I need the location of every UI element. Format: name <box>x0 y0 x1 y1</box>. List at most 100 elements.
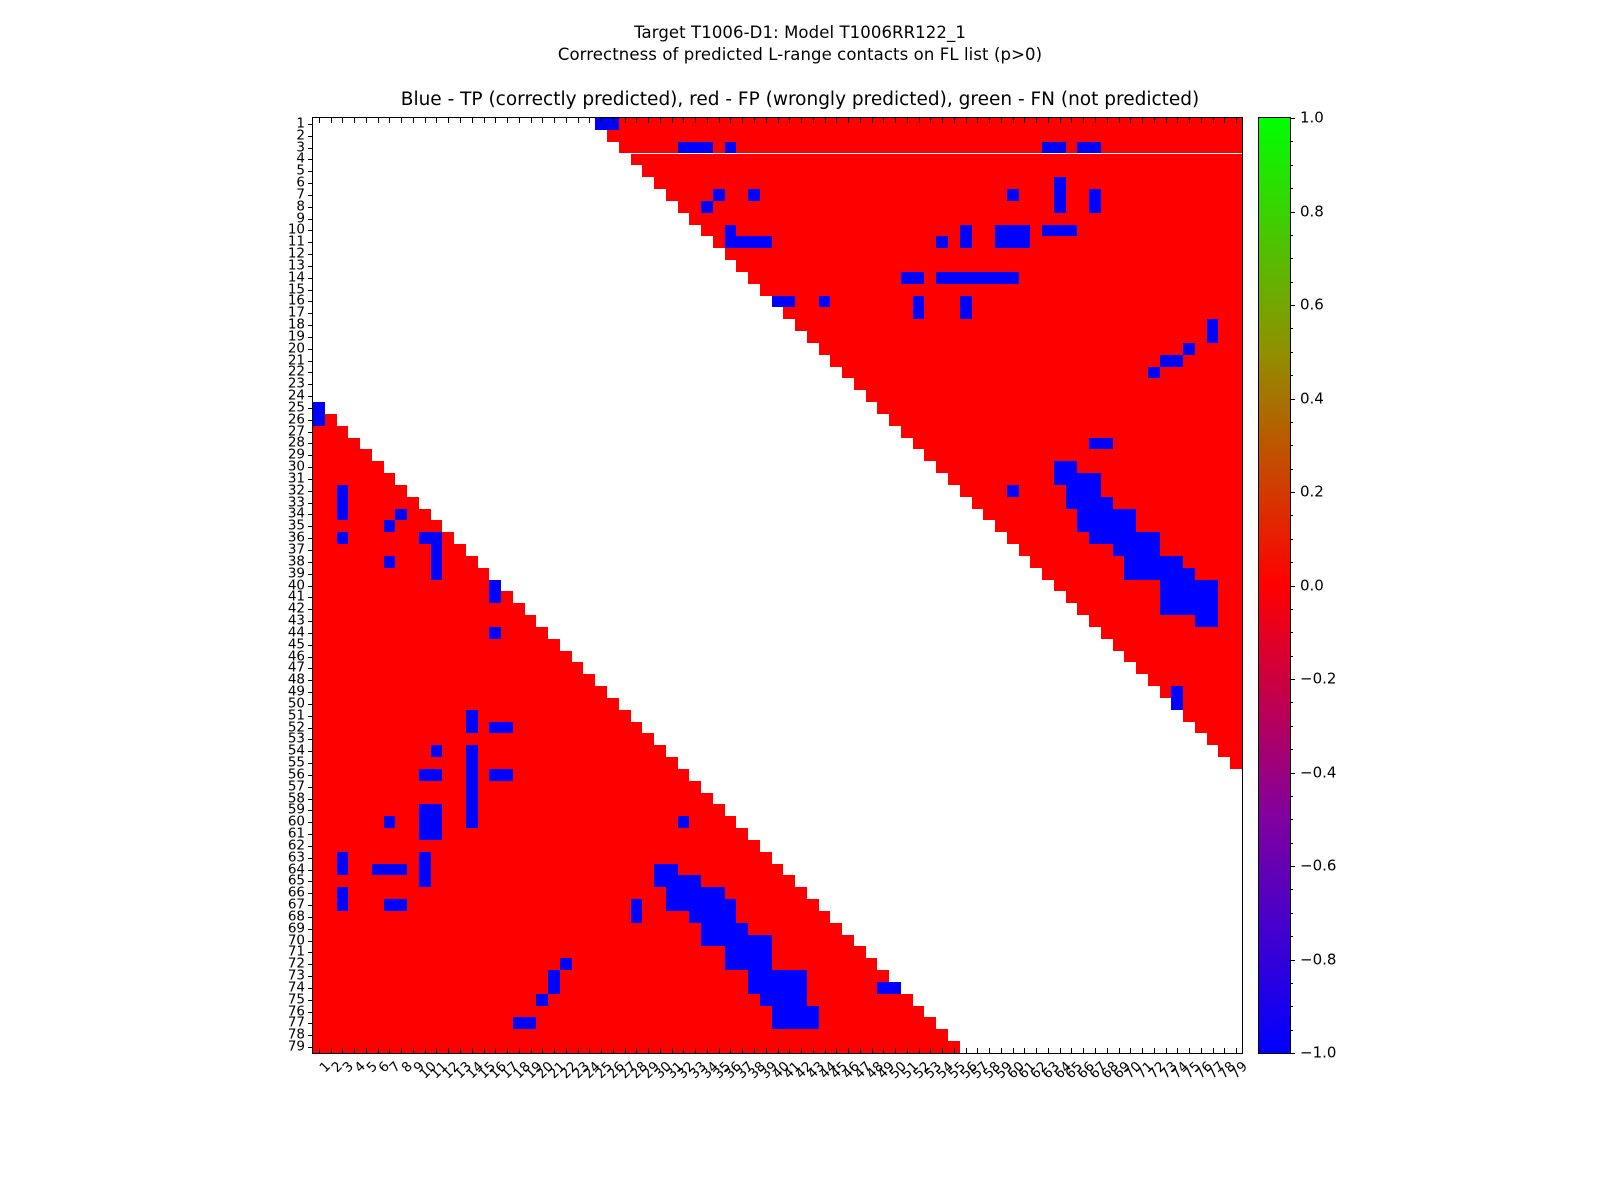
x-tick-mark-top <box>448 118 450 123</box>
x-tick-mark-top <box>871 118 873 123</box>
tp-cell-block <box>383 899 396 911</box>
tp-cell-block <box>1100 437 1113 450</box>
y-tick-label: 76 <box>287 1002 305 1019</box>
x-tick-mark <box>577 1048 579 1053</box>
fp-cell-run <box>818 342 1242 355</box>
x-tick-mark <box>848 1048 850 1053</box>
tp-cell-block <box>936 236 948 249</box>
contact-map-matrix[interactable] <box>313 118 1242 1053</box>
tp-cell-block <box>959 307 972 320</box>
y-tick-mark <box>308 467 313 469</box>
x-tick-mark-top <box>1000 118 1002 123</box>
tp-cell-block <box>630 910 643 923</box>
y-tick-label: 59 <box>287 801 305 818</box>
tp-cell-block <box>1171 354 1184 367</box>
x-tick-mark-top <box>389 118 391 123</box>
fp-cell-run <box>642 733 655 1053</box>
y-tick-label: 50 <box>287 695 305 712</box>
tp-cell-block <box>689 141 702 154</box>
x-tick-mark-top <box>471 118 473 123</box>
y-tick-mark <box>308 135 313 137</box>
tp-cell-block <box>430 567 443 580</box>
x-tick-mark-top <box>554 118 556 123</box>
y-tick-label: 2 <box>296 127 305 143</box>
x-tick-mark <box>1142 1048 1144 1053</box>
contact-map-axes[interactable]: 1 2 3 4 5 6 7 8 9 10 11 12 13 14 15 16 17 18 19 20 21 22 23 24 2… <box>288 117 1251 1082</box>
fp-cell-run <box>689 212 1242 225</box>
tp-cell-block <box>759 981 807 1006</box>
tp-cell-block <box>724 141 737 154</box>
tp-cell-block <box>748 236 760 249</box>
tp-cell-block <box>465 804 478 817</box>
x-tick-mark <box>1224 1048 1226 1053</box>
y-tick-mark <box>308 798 313 800</box>
y-tick-mark <box>308 905 313 907</box>
x-tick-mark <box>1071 1048 1073 1053</box>
y-tick-mark <box>308 183 313 185</box>
y-tick-mark <box>308 171 313 173</box>
x-tick-mark-top <box>577 118 579 123</box>
x-tick-mark <box>495 1048 497 1053</box>
y-tick-label: 18 <box>287 316 305 333</box>
colorbar-tick-label: 0.2 <box>1300 482 1324 501</box>
fp-cell-run <box>712 236 1242 249</box>
y-tick-mark <box>308 656 313 658</box>
fp-cell-run <box>618 141 1242 154</box>
x-tick-mark-top <box>1165 118 1167 123</box>
y-tick-label: 23 <box>287 375 305 392</box>
tp-cell-block <box>1206 331 1219 343</box>
x-tick-mark <box>695 1048 697 1053</box>
y-tick-mark <box>308 739 313 741</box>
y-tick-mark <box>308 703 313 705</box>
y-tick-mark <box>308 313 313 315</box>
x-tick-mark-top <box>1236 118 1238 123</box>
x-tick-mark <box>624 1048 626 1053</box>
x-tick-mark-top <box>342 118 344 123</box>
fp-cell-run <box>748 271 1242 284</box>
x-tick-mark <box>1165 1048 1167 1053</box>
colorbar-tick-label: 0.4 <box>1300 389 1324 407</box>
x-tick-mark-top <box>1118 118 1120 123</box>
y-tick-mark <box>308 325 313 327</box>
x-tick-mark <box>1212 1048 1214 1053</box>
tp-cell-block <box>995 271 1007 284</box>
x-tick-mark <box>1036 1048 1038 1053</box>
y-tick-label: 61 <box>287 825 305 842</box>
suptitle-line-1: Target T1006-D1: Model T1006RR122_1 <box>634 23 966 42</box>
fp-cell-run <box>1136 662 1242 675</box>
y-tick-mark <box>308 360 313 362</box>
y-tick-mark <box>308 632 313 634</box>
x-tick-mark-top <box>989 118 991 123</box>
tp-cell-block <box>877 981 901 994</box>
colorbar[interactable]: 1.0 0.8 0.6 0.4 0.2 0.0 −0.2 −0.4 −0.6 −0.8 −1.0 <box>1258 110 1336 1060</box>
y-tick-label: 63 <box>287 848 305 865</box>
y-tick-mark <box>308 1011 313 1013</box>
colorbar-minor-tick <box>1290 702 1293 704</box>
y-tick-mark <box>308 692 313 694</box>
fp-cell-run <box>371 461 384 1053</box>
y-tick-label: 58 <box>287 789 305 806</box>
y-tick-mark <box>308 715 313 717</box>
tp-cell-block <box>995 224 1019 249</box>
tp-cell-block <box>959 236 972 249</box>
fp-cell-run <box>324 413 337 1053</box>
x-tick-mark <box>1047 1048 1049 1053</box>
fp-cell-run <box>348 437 361 1053</box>
fp-cell-run <box>1147 674 1242 687</box>
tp-cell-block <box>395 899 408 911</box>
fp-cell-run <box>1124 650 1242 663</box>
y-tick-mark <box>308 147 313 149</box>
tp-cell-block <box>430 768 443 781</box>
fp-cell-run <box>830 354 1242 367</box>
x-tick-mark <box>1000 1048 1002 1053</box>
fp-cell-run <box>336 425 349 1053</box>
y-tick-label: 57 <box>287 777 305 794</box>
fp-cell-run <box>407 496 419 1053</box>
x-tick-mark-top <box>1012 118 1014 123</box>
tp-cell-block <box>771 295 796 308</box>
y-tick-mark <box>308 869 313 871</box>
tp-cell-block <box>430 555 443 568</box>
colorbar-minor-tick <box>1290 819 1293 821</box>
y-tick-mark <box>308 668 313 670</box>
tp-cell-block <box>936 271 948 284</box>
